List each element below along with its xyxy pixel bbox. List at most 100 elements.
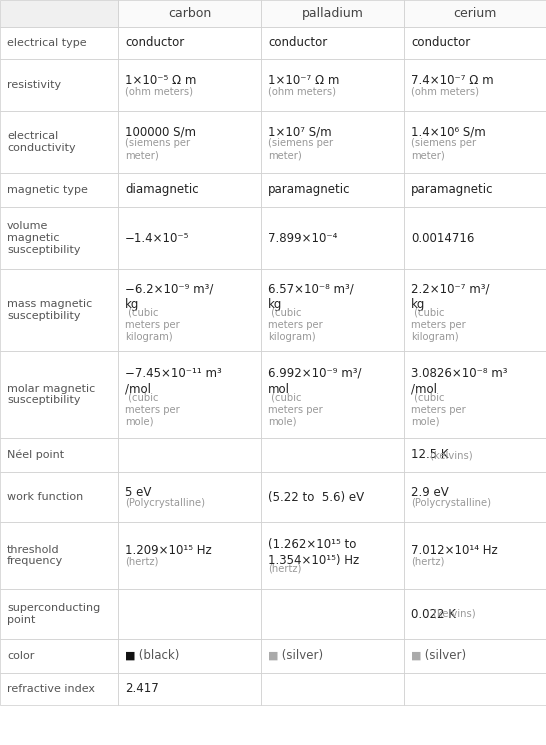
Bar xyxy=(118,27,261,59)
Bar xyxy=(0,207,118,269)
Text: (siemens per
meter): (siemens per meter) xyxy=(125,139,190,161)
Bar xyxy=(404,673,546,705)
Text: (ohm meters): (ohm meters) xyxy=(411,86,479,96)
Text: paramagnetic: paramagnetic xyxy=(411,183,494,197)
Bar xyxy=(404,59,546,111)
Text: 7.012×10¹⁴ Hz: 7.012×10¹⁴ Hz xyxy=(411,544,498,557)
Bar xyxy=(0,522,118,589)
Text: mass magnetic
susceptibility: mass magnetic susceptibility xyxy=(7,299,92,321)
Bar xyxy=(261,269,404,351)
Text: 7.899×10⁻⁴: 7.899×10⁻⁴ xyxy=(268,232,337,244)
Text: paramagnetic: paramagnetic xyxy=(268,183,351,197)
Bar xyxy=(261,0,404,27)
Bar xyxy=(261,111,404,173)
Text: 2.2×10⁻⁷ m³/
kg: 2.2×10⁻⁷ m³/ kg xyxy=(411,282,490,311)
Text: (siemens per
meter): (siemens per meter) xyxy=(268,139,333,161)
Bar xyxy=(118,522,261,589)
Bar xyxy=(261,522,404,589)
Bar xyxy=(118,0,261,27)
Bar xyxy=(0,59,118,111)
Text: carbon: carbon xyxy=(168,7,211,20)
Text: (Polycrystalline): (Polycrystalline) xyxy=(125,498,205,508)
Bar xyxy=(118,639,261,673)
Bar xyxy=(118,207,261,269)
Bar xyxy=(118,673,261,705)
Bar xyxy=(261,27,404,59)
Text: electrical type: electrical type xyxy=(7,38,87,48)
Text: (cubic
meters per
kilogram): (cubic meters per kilogram) xyxy=(125,308,180,343)
Text: 1×10⁷ S/m: 1×10⁷ S/m xyxy=(268,126,331,139)
Bar xyxy=(0,589,118,639)
Bar xyxy=(118,351,261,438)
Text: (siemens per
meter): (siemens per meter) xyxy=(411,139,476,161)
Bar xyxy=(404,173,546,207)
Bar xyxy=(261,59,404,111)
Bar xyxy=(404,522,546,589)
Text: ■: ■ xyxy=(411,651,422,661)
Text: diamagnetic: diamagnetic xyxy=(125,183,199,197)
Text: (ohm meters): (ohm meters) xyxy=(125,86,193,96)
Text: magnetic type: magnetic type xyxy=(7,185,88,195)
Text: molar magnetic
susceptibility: molar magnetic susceptibility xyxy=(7,384,95,405)
Text: volume
magnetic
susceptibility: volume magnetic susceptibility xyxy=(7,221,80,255)
Text: ■: ■ xyxy=(268,651,278,661)
Bar xyxy=(261,589,404,639)
Bar xyxy=(404,111,546,173)
Text: (5.22 to  5.6) eV: (5.22 to 5.6) eV xyxy=(268,490,364,504)
Text: 1.4×10⁶ S/m: 1.4×10⁶ S/m xyxy=(411,126,486,139)
Text: (silver): (silver) xyxy=(278,650,323,662)
Bar xyxy=(118,472,261,522)
Bar xyxy=(118,438,261,472)
Text: 1×10⁻⁵ Ω m: 1×10⁻⁵ Ω m xyxy=(125,74,197,86)
Text: (cubic
meters per
kilogram): (cubic meters per kilogram) xyxy=(411,308,466,343)
Text: (1.262×10¹⁵ to
1.354×10¹⁵) Hz: (1.262×10¹⁵ to 1.354×10¹⁵) Hz xyxy=(268,538,359,567)
Text: Néel point: Néel point xyxy=(7,450,64,460)
Text: (hertz): (hertz) xyxy=(268,563,301,573)
Text: threshold
frequency: threshold frequency xyxy=(7,545,63,566)
Bar xyxy=(118,173,261,207)
Bar xyxy=(404,269,546,351)
Text: (black): (black) xyxy=(135,650,180,662)
Text: −6.2×10⁻⁹ m³/
kg: −6.2×10⁻⁹ m³/ kg xyxy=(125,282,213,311)
Text: superconducting
point: superconducting point xyxy=(7,603,100,625)
Bar xyxy=(118,111,261,173)
Text: conductor: conductor xyxy=(268,37,327,49)
Bar xyxy=(261,438,404,472)
Bar xyxy=(0,173,118,207)
Text: (cubic
meters per
mole): (cubic meters per mole) xyxy=(268,392,323,427)
Bar xyxy=(0,0,118,27)
Text: refractive index: refractive index xyxy=(7,684,95,694)
Bar xyxy=(261,351,404,438)
Text: (cubic
meters per
mole): (cubic meters per mole) xyxy=(411,392,466,427)
Text: (hertz): (hertz) xyxy=(125,557,158,567)
Bar xyxy=(0,351,118,438)
Text: color: color xyxy=(7,651,34,661)
Bar xyxy=(0,472,118,522)
Bar xyxy=(261,207,404,269)
Text: −1.4×10⁻⁵: −1.4×10⁻⁵ xyxy=(125,232,189,244)
Text: cerium: cerium xyxy=(453,7,497,20)
Bar xyxy=(261,173,404,207)
Bar xyxy=(261,639,404,673)
Text: (kelvins): (kelvins) xyxy=(428,450,473,460)
Bar xyxy=(0,269,118,351)
Bar xyxy=(404,639,546,673)
Bar xyxy=(404,207,546,269)
Text: 100000 S/m: 100000 S/m xyxy=(125,126,196,139)
Bar xyxy=(404,27,546,59)
Bar xyxy=(404,472,546,522)
Text: (silver): (silver) xyxy=(421,650,466,662)
Bar xyxy=(404,351,546,438)
Text: (cubic
meters per
mole): (cubic meters per mole) xyxy=(125,392,180,427)
Text: 0.022 K: 0.022 K xyxy=(411,607,456,621)
Text: work function: work function xyxy=(7,492,83,502)
Text: (cubic
meters per
kilogram): (cubic meters per kilogram) xyxy=(268,308,323,343)
Text: 3.0826×10⁻⁸ m³
/mol: 3.0826×10⁻⁸ m³ /mol xyxy=(411,367,507,396)
Text: 6.57×10⁻⁸ m³/
kg: 6.57×10⁻⁸ m³/ kg xyxy=(268,282,354,311)
Text: resistivity: resistivity xyxy=(7,80,61,90)
Bar xyxy=(0,438,118,472)
Text: 2.9 eV: 2.9 eV xyxy=(411,486,449,498)
Bar xyxy=(118,59,261,111)
Text: (kelvins): (kelvins) xyxy=(430,609,476,619)
Text: 2.417: 2.417 xyxy=(125,682,159,696)
